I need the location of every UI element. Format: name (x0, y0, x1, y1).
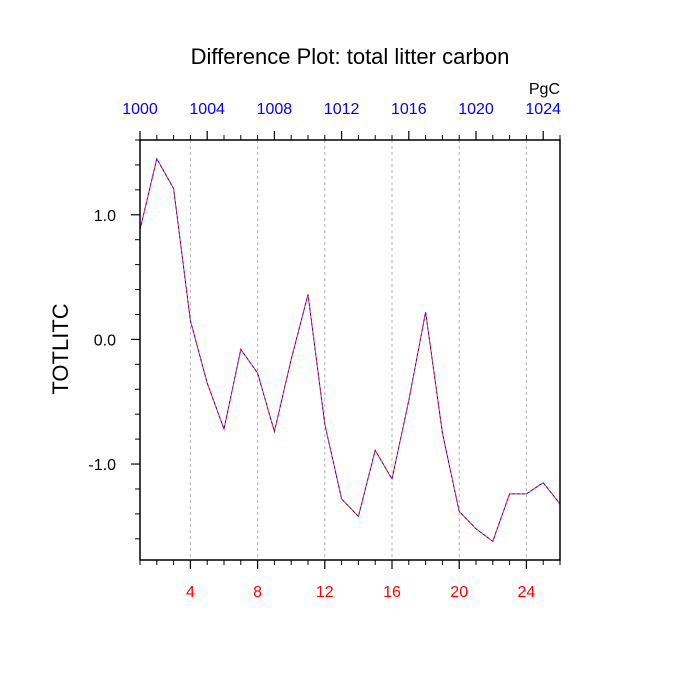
units-label: PgC (529, 81, 560, 98)
x-bottom-tick-label: 4 (186, 584, 195, 601)
x-top-tick-label: 1000 (122, 101, 158, 118)
y-tick-label: -1.0 (88, 457, 116, 474)
x-top-tick-label: 1012 (324, 101, 360, 118)
x-bottom-tick-label: 24 (518, 584, 536, 601)
y-axis-label: TOTLITC (48, 303, 73, 394)
ticks (131, 131, 561, 569)
x-bottom-tick-label: 20 (450, 584, 468, 601)
chart-title: Difference Plot: total litter carbon (191, 44, 510, 69)
tick-labels: 4 8 12 16 20 24 1000 1004 1008 1012 1016 1020 1024 1.… (88, 101, 561, 601)
x-top-tick-label: 1016 (391, 101, 427, 118)
x-bottom-tick-label: 16 (383, 584, 401, 601)
x-bottom-tick-label: 8 (253, 584, 262, 601)
y-tick-label: 0.0 (94, 332, 116, 349)
x-top-tick-label: 1008 (257, 101, 293, 118)
x-top-tick-label: 1004 (189, 101, 225, 118)
grid (189, 140, 527, 560)
y-tick-label: 1.0 (94, 208, 116, 225)
x-bottom-tick-label: 12 (316, 584, 334, 601)
series-line (139, 157, 561, 543)
plot-frame (139, 139, 561, 561)
series-line-base (139, 157, 561, 543)
series (139, 157, 561, 543)
x-top-tick-label: 1020 (458, 101, 494, 118)
x-top-tick-label: 1024 (525, 101, 561, 118)
